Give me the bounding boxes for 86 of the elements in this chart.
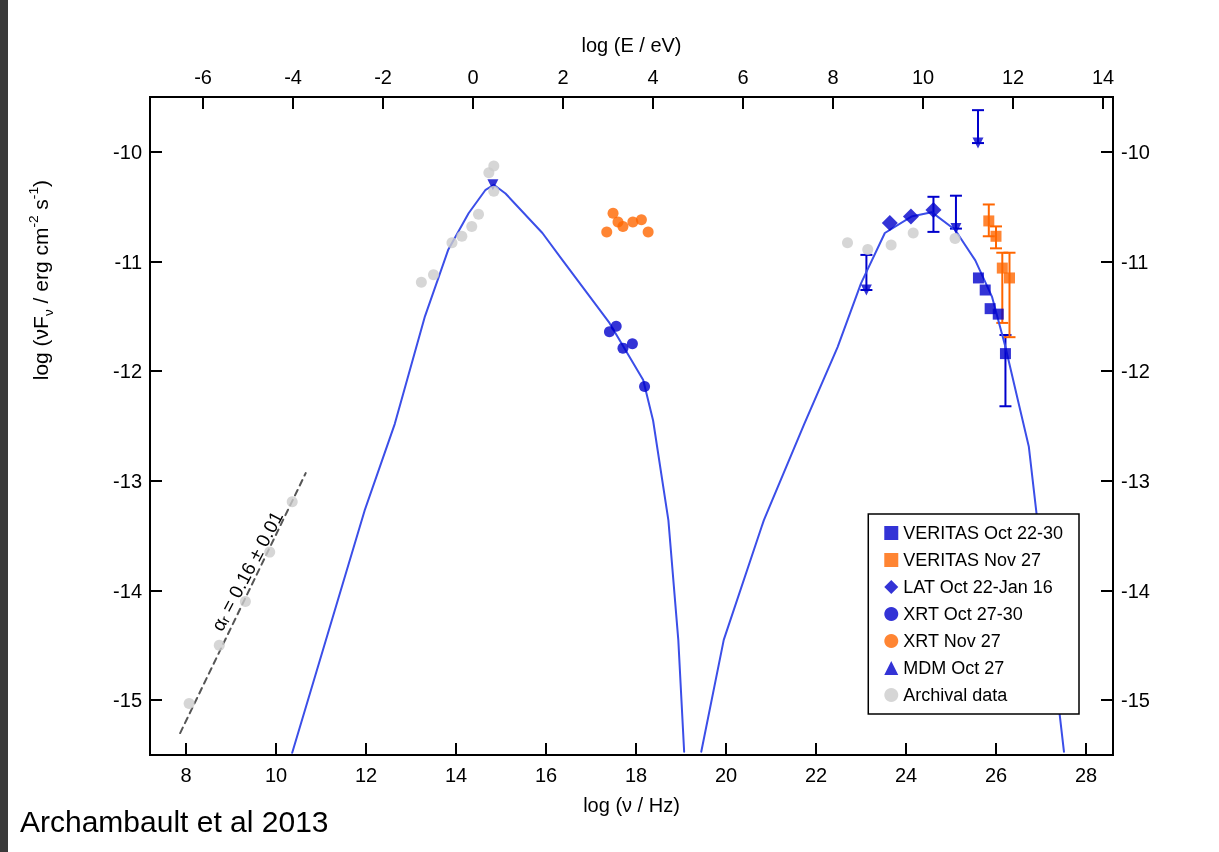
x-tick-label: 8 (180, 764, 192, 786)
point (885, 239, 897, 251)
point (642, 226, 654, 238)
point (1004, 272, 1015, 284)
point (601, 226, 613, 238)
point (264, 546, 276, 558)
x2-tick-label: -6 (194, 66, 212, 88)
point (635, 214, 647, 226)
point (881, 215, 898, 232)
point (860, 284, 872, 296)
text: Archambault et al 2013 (20, 804, 329, 838)
x2-tick-label: -4 (284, 66, 302, 88)
point (842, 237, 853, 249)
x2-tick-label: 0 (467, 66, 479, 88)
x-axis-title: log (ν / Hz) (583, 794, 680, 816)
point (626, 338, 638, 350)
point (466, 220, 478, 232)
y-tick-label: -13 (113, 469, 142, 492)
y2-tick-label: -14 (1121, 579, 1150, 602)
x2-tick-label: 2 (557, 66, 569, 88)
x2-tick-label: 10 (911, 66, 935, 88)
x2-tick-label: 14 (1091, 66, 1115, 88)
x-tick-label: 12 (354, 764, 378, 786)
point (488, 185, 500, 197)
point (456, 230, 468, 242)
point (990, 230, 1002, 242)
x2-tick-label: 12 (1001, 66, 1025, 88)
point (415, 276, 427, 288)
x-tick-label: 10 (264, 764, 288, 786)
y-axis-title: log (νFν / erg cm-2 s-1) (25, 179, 56, 381)
y2-tick-label: -10 (1121, 140, 1150, 163)
legend-label: LAT Oct 22-Jan 16 (903, 577, 1053, 597)
legend-label: XRT Oct 27-30 (903, 604, 1023, 624)
point (999, 348, 1011, 360)
legend-label: Archival data (903, 685, 1009, 705)
y-tick-label: -12 (113, 360, 142, 383)
legend-label: VERITAS Oct 22-30 (903, 523, 1064, 543)
y2-tick-label: -12 (1121, 360, 1150, 383)
point (183, 697, 195, 709)
point (949, 232, 961, 244)
x-tick-label: 26 (984, 764, 1008, 786)
point (979, 284, 991, 296)
point (950, 223, 962, 235)
point (213, 639, 225, 651)
x2-tick-label: 8 (827, 66, 839, 88)
legend-label: MDM Oct 27 (903, 658, 1005, 678)
point (617, 342, 629, 354)
legend-label: XRT Nov 27 (903, 631, 1001, 651)
point (617, 220, 629, 232)
legend-label: VERITAS Nov 27 (903, 550, 1041, 570)
x-tick-label: 22 (804, 764, 828, 786)
y-tick-label: -14 (113, 579, 142, 602)
point (862, 243, 874, 255)
x2-tick-label: -2 (374, 66, 392, 88)
x-tick-label: 20 (714, 764, 738, 786)
y2-tick-label: -15 (1121, 689, 1150, 712)
point (907, 227, 919, 239)
x2-axis-title: log (E / eV) (581, 34, 682, 56)
point (428, 269, 439, 281)
x-tick-label: 14 (444, 764, 468, 786)
y-tick-label: -11 (114, 250, 142, 273)
y2-tick-label: -13 (1121, 469, 1150, 492)
point (972, 272, 984, 284)
point (610, 320, 622, 332)
point (639, 381, 651, 393)
point (607, 207, 619, 219)
x-tick-label: 28 (1074, 764, 1098, 786)
x2-tick-label: 6 (737, 66, 749, 88)
point (925, 201, 942, 218)
x-tick-label: 24 (894, 764, 918, 786)
point (473, 208, 484, 220)
x-tick-label: 16 (534, 764, 558, 786)
point (902, 208, 919, 225)
point (992, 308, 1004, 320)
point (983, 215, 995, 227)
y-tick-label: -10 (113, 140, 142, 163)
y-tick-label: -15 (113, 689, 142, 712)
x-tick-label: 18 (624, 764, 648, 786)
point (488, 160, 500, 172)
point (972, 137, 984, 149)
annotation: αᵣ = 0.16 ± 0.01 (207, 507, 288, 635)
point (286, 496, 298, 508)
y2-tick-label: -11 (1121, 250, 1149, 273)
point (446, 237, 458, 249)
point (996, 262, 1008, 274)
x2-tick-label: 4 (647, 66, 659, 88)
